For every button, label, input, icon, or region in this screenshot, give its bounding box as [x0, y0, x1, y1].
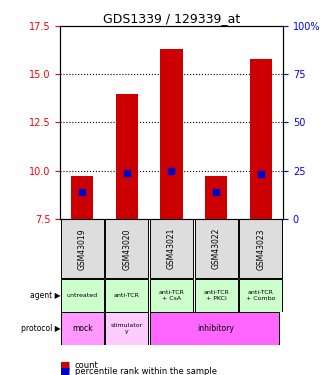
FancyBboxPatch shape — [106, 279, 148, 312]
Bar — [249, 59, 272, 219]
Text: anti-TCR
+ Combo: anti-TCR + Combo — [246, 290, 275, 301]
FancyBboxPatch shape — [239, 219, 282, 278]
Bar — [116, 94, 138, 219]
Text: GSM43022: GSM43022 — [211, 228, 221, 270]
Text: protocol ▶: protocol ▶ — [21, 324, 61, 333]
Bar — [161, 50, 182, 219]
Text: anti-TCR
+ CsA: anti-TCR + CsA — [159, 290, 184, 301]
Text: agent ▶: agent ▶ — [30, 291, 61, 300]
FancyBboxPatch shape — [195, 219, 237, 278]
Text: ■: ■ — [60, 361, 71, 370]
FancyBboxPatch shape — [106, 219, 148, 278]
Text: untreated: untreated — [67, 293, 98, 298]
Text: ■: ■ — [60, 366, 71, 375]
Text: anti-TCR
+ PKCi: anti-TCR + PKCi — [203, 290, 229, 301]
Text: percentile rank within the sample: percentile rank within the sample — [75, 367, 217, 375]
Text: anti-TCR: anti-TCR — [114, 293, 140, 298]
FancyBboxPatch shape — [150, 279, 193, 312]
FancyBboxPatch shape — [106, 312, 148, 345]
Bar — [71, 176, 93, 219]
FancyBboxPatch shape — [61, 279, 104, 312]
Text: GSM43019: GSM43019 — [78, 228, 87, 270]
Text: inhibitory: inhibitory — [198, 324, 234, 333]
Bar — [205, 176, 227, 219]
Text: stimulator
y: stimulator y — [111, 323, 143, 334]
Text: GSM43021: GSM43021 — [167, 228, 176, 270]
FancyBboxPatch shape — [195, 279, 237, 312]
FancyBboxPatch shape — [150, 219, 193, 278]
Title: GDS1339 / 129339_at: GDS1339 / 129339_at — [103, 12, 240, 25]
Text: mock: mock — [72, 324, 93, 333]
FancyBboxPatch shape — [61, 312, 104, 345]
FancyBboxPatch shape — [150, 312, 279, 345]
FancyBboxPatch shape — [61, 219, 104, 278]
Text: count: count — [75, 361, 99, 370]
Text: GSM43023: GSM43023 — [256, 228, 265, 270]
FancyBboxPatch shape — [239, 279, 282, 312]
Text: GSM43020: GSM43020 — [122, 228, 132, 270]
